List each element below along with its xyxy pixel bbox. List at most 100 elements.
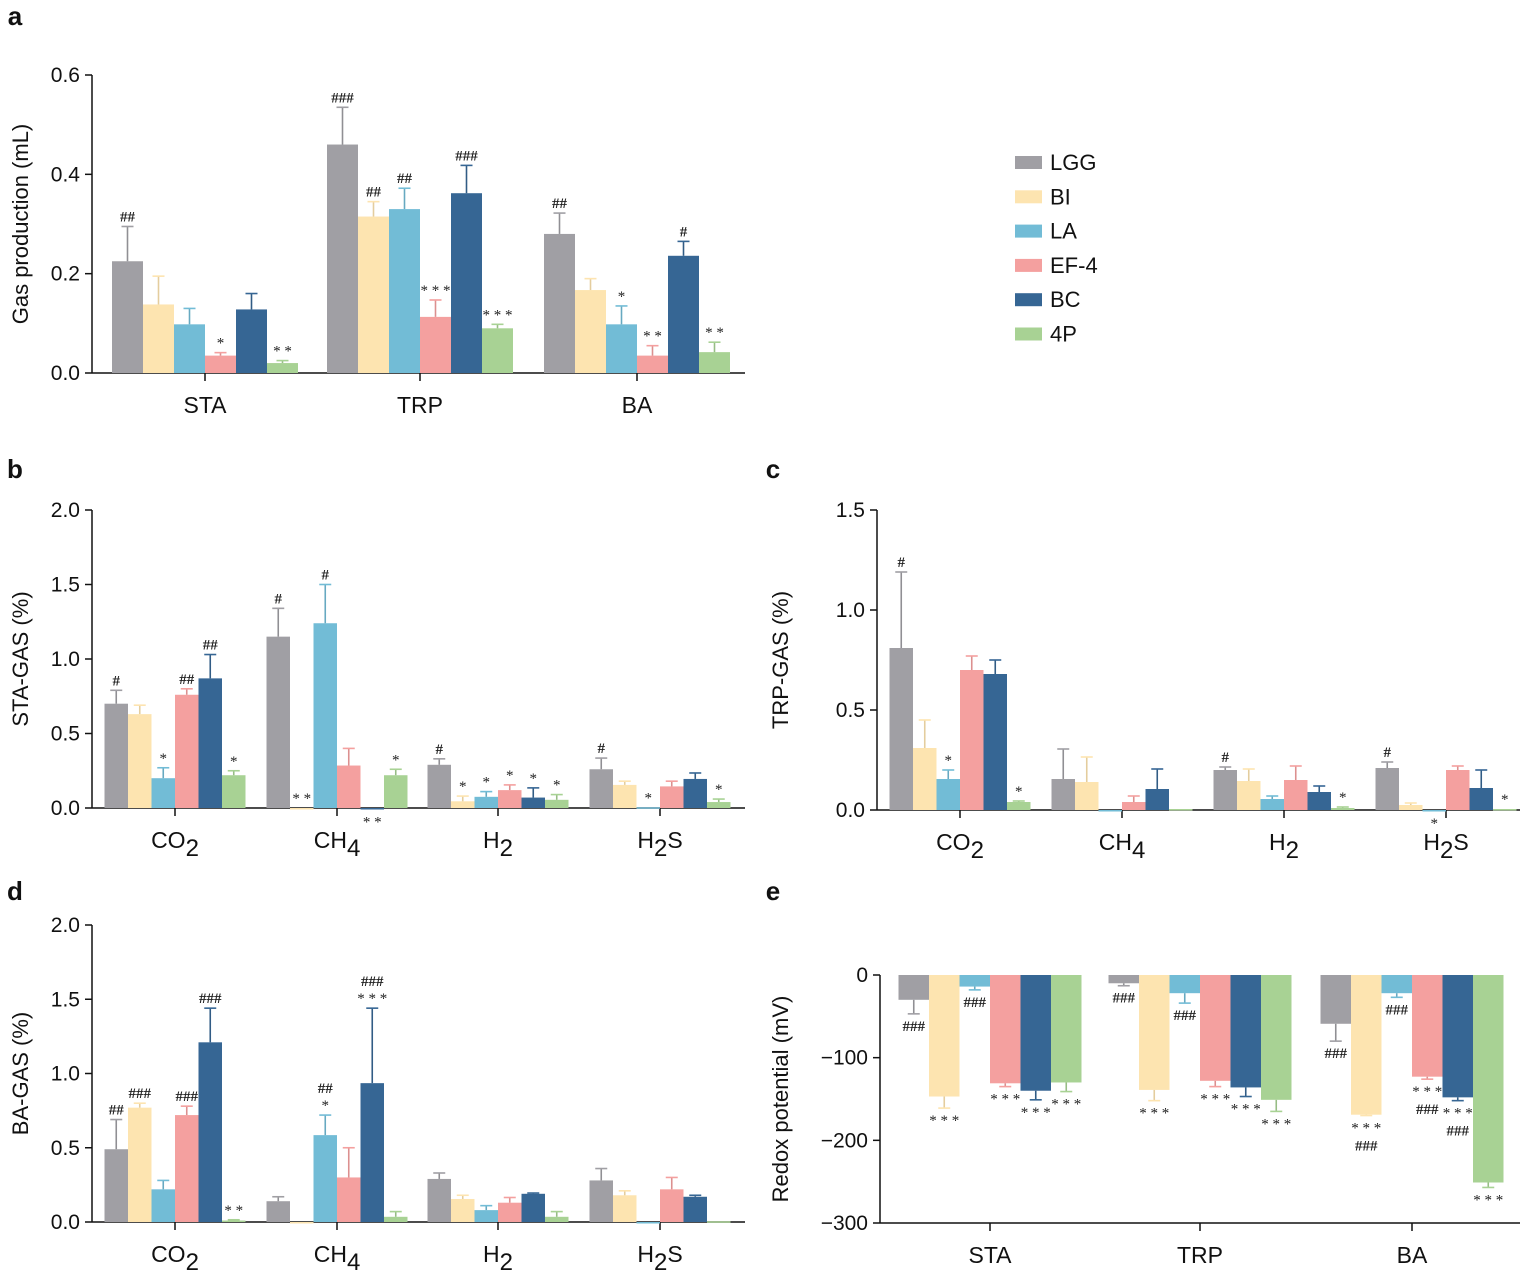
bar-la [313,1135,337,1222]
bar-4p [1473,975,1504,1183]
bar-ef-4 [205,355,236,373]
significance-label: ### [1386,1002,1409,1018]
x-tick-label: TRP [1177,1242,1223,1268]
bar-bi [929,975,960,1097]
significance-label: ### [903,1019,926,1035]
bar-bc [1020,975,1051,1091]
bar-4p [545,799,569,808]
bar-ef-4 [660,1189,684,1222]
y-axis-label: TRP-GAS (%) [768,591,793,729]
bar-bc [683,1196,707,1222]
significance-label: * * [273,344,292,360]
bar-bc [668,255,699,373]
y-tick-label: 1.0 [51,648,80,671]
bar-bi [128,1107,152,1222]
bar-la [474,796,498,808]
significance-label: ### [176,1089,199,1105]
significance-label: ## [109,1103,125,1119]
bar-lgg [427,764,451,808]
significance-label: * [530,771,538,787]
bar-la [174,324,205,373]
bar-bc [521,1193,545,1222]
bar-4p [707,1221,731,1223]
significance-label: * [217,336,225,352]
significance-label: * * [643,329,662,345]
bar-bc [683,778,707,808]
significance-label: ### [1113,991,1136,1007]
bar-la [606,324,637,373]
y-tick-label: 0.5 [836,699,865,722]
legend-label: LA [1050,219,1077,244]
bar-4p [699,352,730,373]
x-tick-label: CH4 [1099,829,1146,864]
significance-label: * [392,752,400,768]
bar-la [389,209,420,373]
panel-label: d [7,876,23,906]
significance-label: * [459,779,467,795]
legend-swatch [1015,190,1042,204]
bar-la [936,779,960,810]
significance-label: * [506,768,514,784]
significance-label: * [1339,790,1347,806]
significance-label: * [945,753,953,769]
significance-label: * * [705,325,724,341]
bar-la [151,778,175,808]
significance-label: * [483,775,491,791]
panel-e: e 0 −100 −200 −300 Redox potential (mV) STA ###… [766,876,1520,1268]
bar-bi [613,1195,637,1222]
x-tick-label: CO2 [936,829,984,864]
x-tick-label: STA [183,392,227,418]
legend-label: BC [1050,287,1081,312]
y-axis-label: Gas production (mL) [8,124,33,325]
significance-label: ### [129,1086,152,1102]
bar-bc [198,1042,222,1222]
significance-label: ### [199,991,222,1007]
bar-bi [128,714,152,808]
significance-label: * * * [1412,1084,1442,1100]
bar-bi [358,216,389,373]
significance-label: # [113,673,121,689]
y-tick-label: −300 [821,1212,868,1235]
bar-bc [983,674,1007,810]
x-tick-label: H2S [637,1241,682,1276]
bar-ef-4 [990,975,1021,1084]
bar-lgg [1375,768,1399,810]
bar-lgg [104,703,128,808]
legend: LGG BI LA EF-4 BC 4P [1015,150,1098,347]
panel-label: c [766,454,780,484]
bar-bc [521,797,545,808]
significance-label: * * [292,791,311,807]
x-tick-label: H2 [483,827,513,862]
significance-label: ### [1174,1008,1197,1024]
bar-la [1422,810,1446,812]
bar-bc [1145,789,1169,810]
y-tick-label: 1.5 [51,574,80,597]
bar-4p [545,1216,569,1222]
significance-label: ## [366,185,382,201]
significance-label: * [1015,784,1023,800]
x-tick-label: CO2 [151,827,199,862]
significance-label: # [680,224,688,240]
y-tick-label: 0.0 [51,362,80,385]
significance-label: ### [331,90,354,106]
bar-bi [451,801,475,808]
bar-ef-4 [498,790,522,808]
bar-la [1169,975,1200,994]
y-tick-label: 0.4 [51,163,81,186]
significance-label: ### [455,148,478,164]
bar-4p [1331,808,1355,810]
y-tick-label: 0.2 [51,263,80,286]
bar-ef-4 [637,355,668,373]
bar-ef-4 [1284,780,1308,810]
y-tick-label: 0.6 [51,64,80,87]
significance-label: * * * [990,1092,1020,1108]
bar-4p [384,1216,408,1222]
significance-label: # [436,742,444,758]
legend-item: BC [1015,287,1081,312]
bar-bi [290,808,314,810]
x-tick-label: CH4 [314,827,361,862]
x-tick-label: CO2 [151,1241,199,1276]
significance-label: ### [1325,1046,1348,1062]
significance-label: * * [363,814,382,830]
